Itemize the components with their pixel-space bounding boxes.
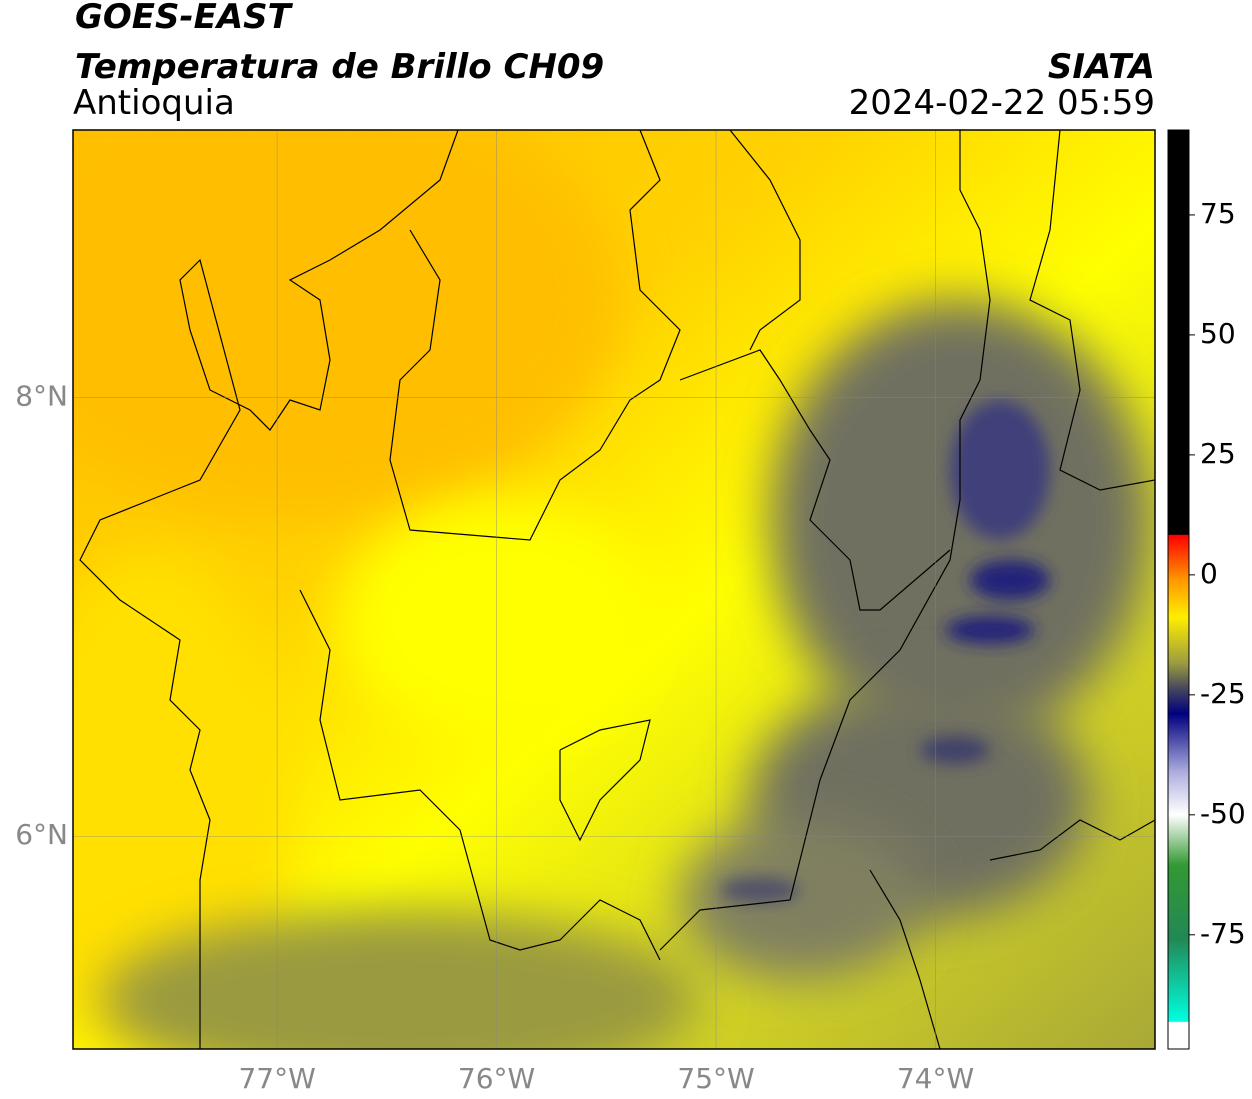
colorbar-tick-label: -25 xyxy=(1200,677,1246,710)
warm-area xyxy=(73,130,620,520)
border xyxy=(659,130,991,951)
border xyxy=(79,130,459,1049)
title: GOES-EAST xyxy=(75,0,294,37)
warm-area xyxy=(340,500,660,740)
x-tick-label: 75°W xyxy=(677,1062,754,1095)
warm-area xyxy=(73,550,290,1049)
x-tick-label: 77°W xyxy=(238,1062,315,1095)
colorbar-tick-label: 50 xyxy=(1200,317,1236,350)
colorbar xyxy=(1167,129,1190,1050)
datetime: 2024-02-22 05:59 xyxy=(849,83,1155,123)
border xyxy=(869,869,941,1049)
cloud-area xyxy=(680,820,920,980)
colorbar-tick-label: 0 xyxy=(1200,557,1218,590)
colorbar-tick-label: 75 xyxy=(1200,197,1236,230)
cold-top xyxy=(945,616,1035,644)
graticule xyxy=(73,130,1155,1049)
x-tick-label: 76°W xyxy=(458,1062,535,1095)
border xyxy=(389,130,681,541)
border xyxy=(679,349,951,611)
border xyxy=(729,130,801,351)
map-field xyxy=(73,130,1155,1049)
colorbar-tick-label: -75 xyxy=(1200,917,1246,950)
border xyxy=(1029,130,1155,491)
borders xyxy=(79,130,1155,1049)
map-frame xyxy=(72,129,1156,1050)
border xyxy=(989,819,1155,861)
border xyxy=(559,719,651,842)
border xyxy=(299,589,661,961)
cold-top xyxy=(970,560,1050,600)
source: SIATA xyxy=(1048,47,1155,87)
region: Antioquia xyxy=(73,83,235,123)
cold-top xyxy=(720,878,800,902)
subtitle: Temperatura de Brillo CH09 xyxy=(75,47,604,87)
colorbar-tick-label: 25 xyxy=(1200,437,1236,470)
y-tick-label: 6°N xyxy=(15,818,68,851)
y-tick-label: 8°N xyxy=(15,380,68,413)
cloud-area xyxy=(770,300,1150,740)
cold-top xyxy=(950,400,1050,540)
cold-top xyxy=(920,736,990,764)
colorbar-tick-label: -50 xyxy=(1200,797,1246,830)
x-tick-label: 74°W xyxy=(897,1062,974,1095)
cloud-area xyxy=(100,910,700,1049)
